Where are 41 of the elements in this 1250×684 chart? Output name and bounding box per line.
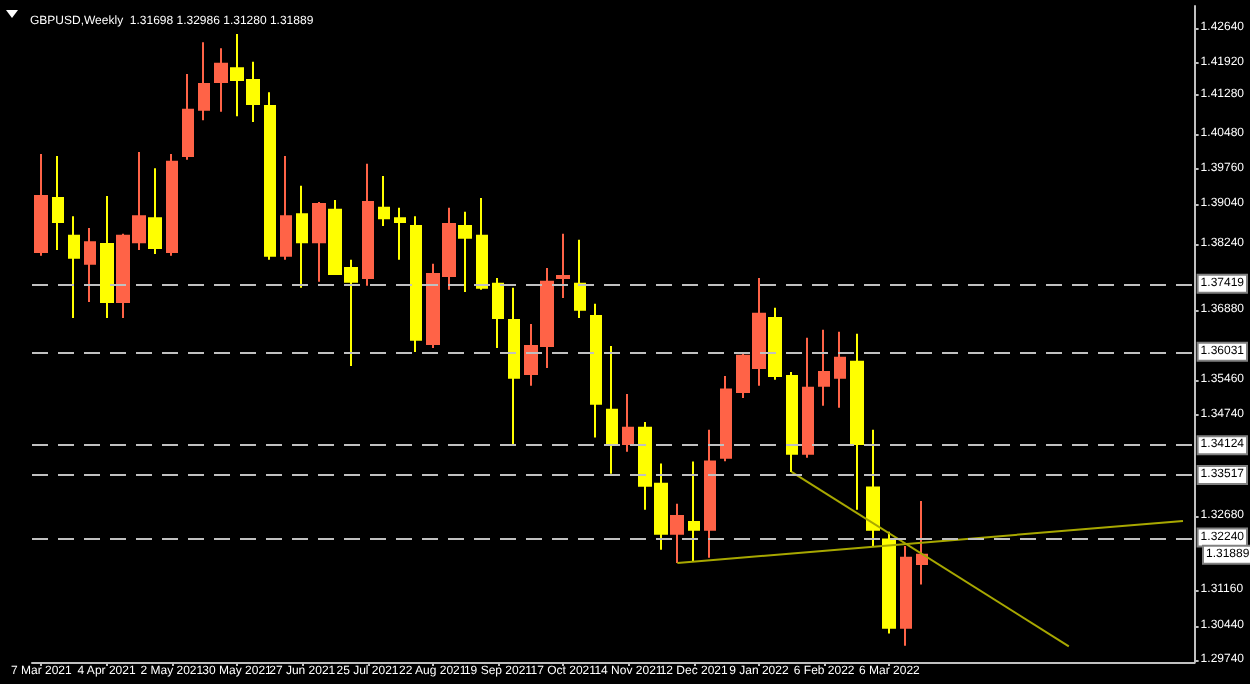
candlestick	[264, 91, 276, 261]
candlestick	[52, 154, 64, 251]
candlestick	[34, 152, 48, 257]
candlestick	[100, 195, 114, 320]
candlestick	[704, 428, 716, 559]
candlestick	[556, 232, 570, 299]
candlestick	[182, 73, 194, 161]
candlestick	[84, 226, 96, 303]
candlestick	[476, 197, 488, 291]
candlestick	[590, 302, 602, 439]
candlestick	[394, 206, 406, 261]
candlestick	[606, 345, 618, 475]
candlestick	[670, 502, 684, 565]
candlestick	[768, 306, 782, 381]
candlestick	[882, 530, 896, 635]
candlestick	[166, 152, 178, 257]
candlestick	[900, 544, 912, 647]
candlestick	[866, 428, 880, 547]
candlestick	[458, 210, 472, 294]
candlestick	[492, 276, 504, 349]
candlestick	[622, 393, 634, 453]
candlestick	[834, 330, 846, 409]
candlestick	[280, 154, 292, 261]
candlestick	[378, 175, 390, 227]
candlestick	[198, 41, 210, 122]
candlestick	[296, 184, 308, 289]
candlestick	[786, 370, 798, 473]
candlestick	[508, 286, 520, 445]
candlestick	[312, 200, 326, 283]
candlestick	[916, 500, 928, 586]
candlestick	[148, 167, 162, 255]
candlestick	[68, 215, 80, 320]
candlestick	[410, 215, 422, 353]
candlestick	[850, 332, 864, 511]
candlestick	[362, 162, 374, 287]
candlestick	[818, 328, 830, 407]
candlestick	[574, 238, 586, 320]
candlestick	[802, 336, 814, 459]
candlestick	[688, 460, 700, 563]
candlestick	[720, 374, 732, 463]
candlestick	[214, 47, 228, 113]
